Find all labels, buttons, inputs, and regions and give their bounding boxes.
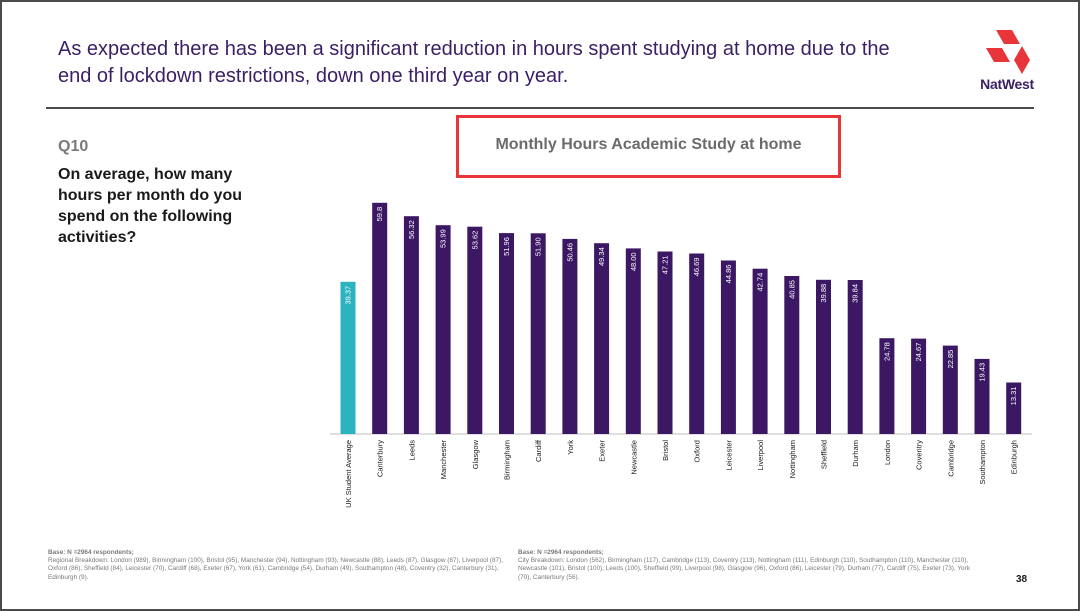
header-divider (46, 107, 1034, 109)
value-label: 51.90 (534, 237, 543, 256)
category-label: Southampton (978, 440, 987, 485)
value-label: 22.85 (946, 350, 955, 369)
bar-durham (847, 280, 863, 434)
bar-liverpool (752, 268, 768, 434)
chart-title-highlight-box: Monthly Hours Academic Study at home (456, 115, 841, 178)
value-label: 59.8 (375, 207, 384, 222)
category-label: York (566, 440, 575, 455)
value-label: 48.00 (629, 252, 638, 271)
category-label: Bristol (661, 440, 670, 461)
value-label: 53.62 (470, 231, 479, 250)
value-label: 53.99 (439, 229, 448, 248)
value-label: 44.86 (724, 265, 733, 284)
category-label: UK Student Average (344, 440, 353, 508)
category-label: Newcastle (629, 440, 638, 475)
bar-uk-student-average (340, 281, 356, 434)
value-label: 51.96 (502, 237, 511, 256)
category-label: Leicester (724, 440, 733, 471)
bar-exeter (594, 243, 610, 434)
base-note-regional: Base: N =2964 respondents; Regional Brea… (48, 549, 513, 582)
category-label: Exeter (598, 440, 607, 462)
bar-glasgow (467, 226, 483, 434)
value-label: 39.37 (344, 286, 353, 305)
category-label: London (883, 440, 892, 465)
value-label: 39.88 (819, 284, 828, 303)
page-number: 38 (1016, 574, 1028, 585)
value-label: 50.46 (565, 243, 574, 262)
base-note-regional-text: Regional Breakdown: London (989), Birmin… (48, 557, 504, 581)
bar-canterbury (372, 202, 388, 434)
value-label: 40.85 (787, 280, 796, 299)
category-label: Sheffield (820, 440, 829, 469)
base-note-city: Base: N =2964 respondents; City Breakdow… (518, 549, 978, 582)
category-label: Durham (851, 440, 860, 467)
bar-london (879, 338, 895, 434)
value-label: 13.31 (1009, 387, 1018, 406)
category-label: Manchester (439, 440, 448, 480)
question-text: On average, how many hours per month do … (58, 166, 242, 246)
value-label: 46.69 (692, 257, 701, 276)
value-label: 19.43 (978, 363, 987, 382)
base-note-city-title: Base: N =2964 respondents; (518, 549, 604, 556)
category-label: Canterbury (376, 440, 385, 477)
value-label: 24.78 (882, 342, 891, 361)
category-label: Cardiff (534, 439, 543, 462)
bar-nottingham (784, 276, 800, 434)
bar-edinburgh (1006, 382, 1022, 434)
bar-southampton (974, 358, 990, 434)
bar-oxford (689, 253, 705, 434)
value-label: 39.84 (851, 284, 860, 303)
slide-headline: As expected there has been a significant… (58, 38, 890, 87)
bar-newcastle (625, 248, 641, 434)
category-label: Nottingham (788, 440, 797, 478)
value-label: 42.74 (756, 273, 765, 292)
category-label: Birmingham (503, 440, 512, 480)
category-label: Liverpool (756, 440, 765, 471)
category-label: Edinburgh (1010, 440, 1019, 474)
category-label: Leeds (407, 440, 416, 461)
base-note-regional-title: Base: N =2964 respondents; (48, 549, 134, 556)
bar-cambridge (942, 345, 958, 434)
bar-york (562, 238, 578, 434)
question-number: Q10 (58, 138, 89, 155)
bar-leeds (403, 216, 419, 434)
category-label: Coventry (915, 440, 924, 470)
bar-manchester (435, 225, 451, 434)
category-label: Oxford (693, 440, 702, 463)
bar-bristol (657, 251, 673, 434)
natwest-logo: NatWest (974, 26, 1040, 96)
chart-title: Monthly Hours Academic Study at home (495, 136, 802, 153)
category-label: Cambridge (946, 440, 955, 477)
brand-name: NatWest (980, 76, 1034, 92)
value-label: 47.21 (661, 255, 670, 274)
bar-coventry (911, 338, 927, 434)
value-label: 49.34 (597, 247, 606, 266)
bar-sheffield (816, 279, 831, 434)
base-note-city-text: City Breakdown: London (562), Birmingham… (518, 557, 970, 581)
bar-leicester (720, 260, 736, 434)
category-label: Glasgow (471, 439, 480, 469)
value-label: 24.67 (914, 343, 923, 362)
bar-cardiff (530, 233, 546, 434)
bar-chart: 39.37 UK Student Average 59.8 Canterbury 56.… (330, 202, 1032, 508)
natwest-logo-icon (986, 30, 1030, 74)
value-label: 56.32 (407, 220, 416, 239)
bar-birmingham (499, 233, 514, 434)
